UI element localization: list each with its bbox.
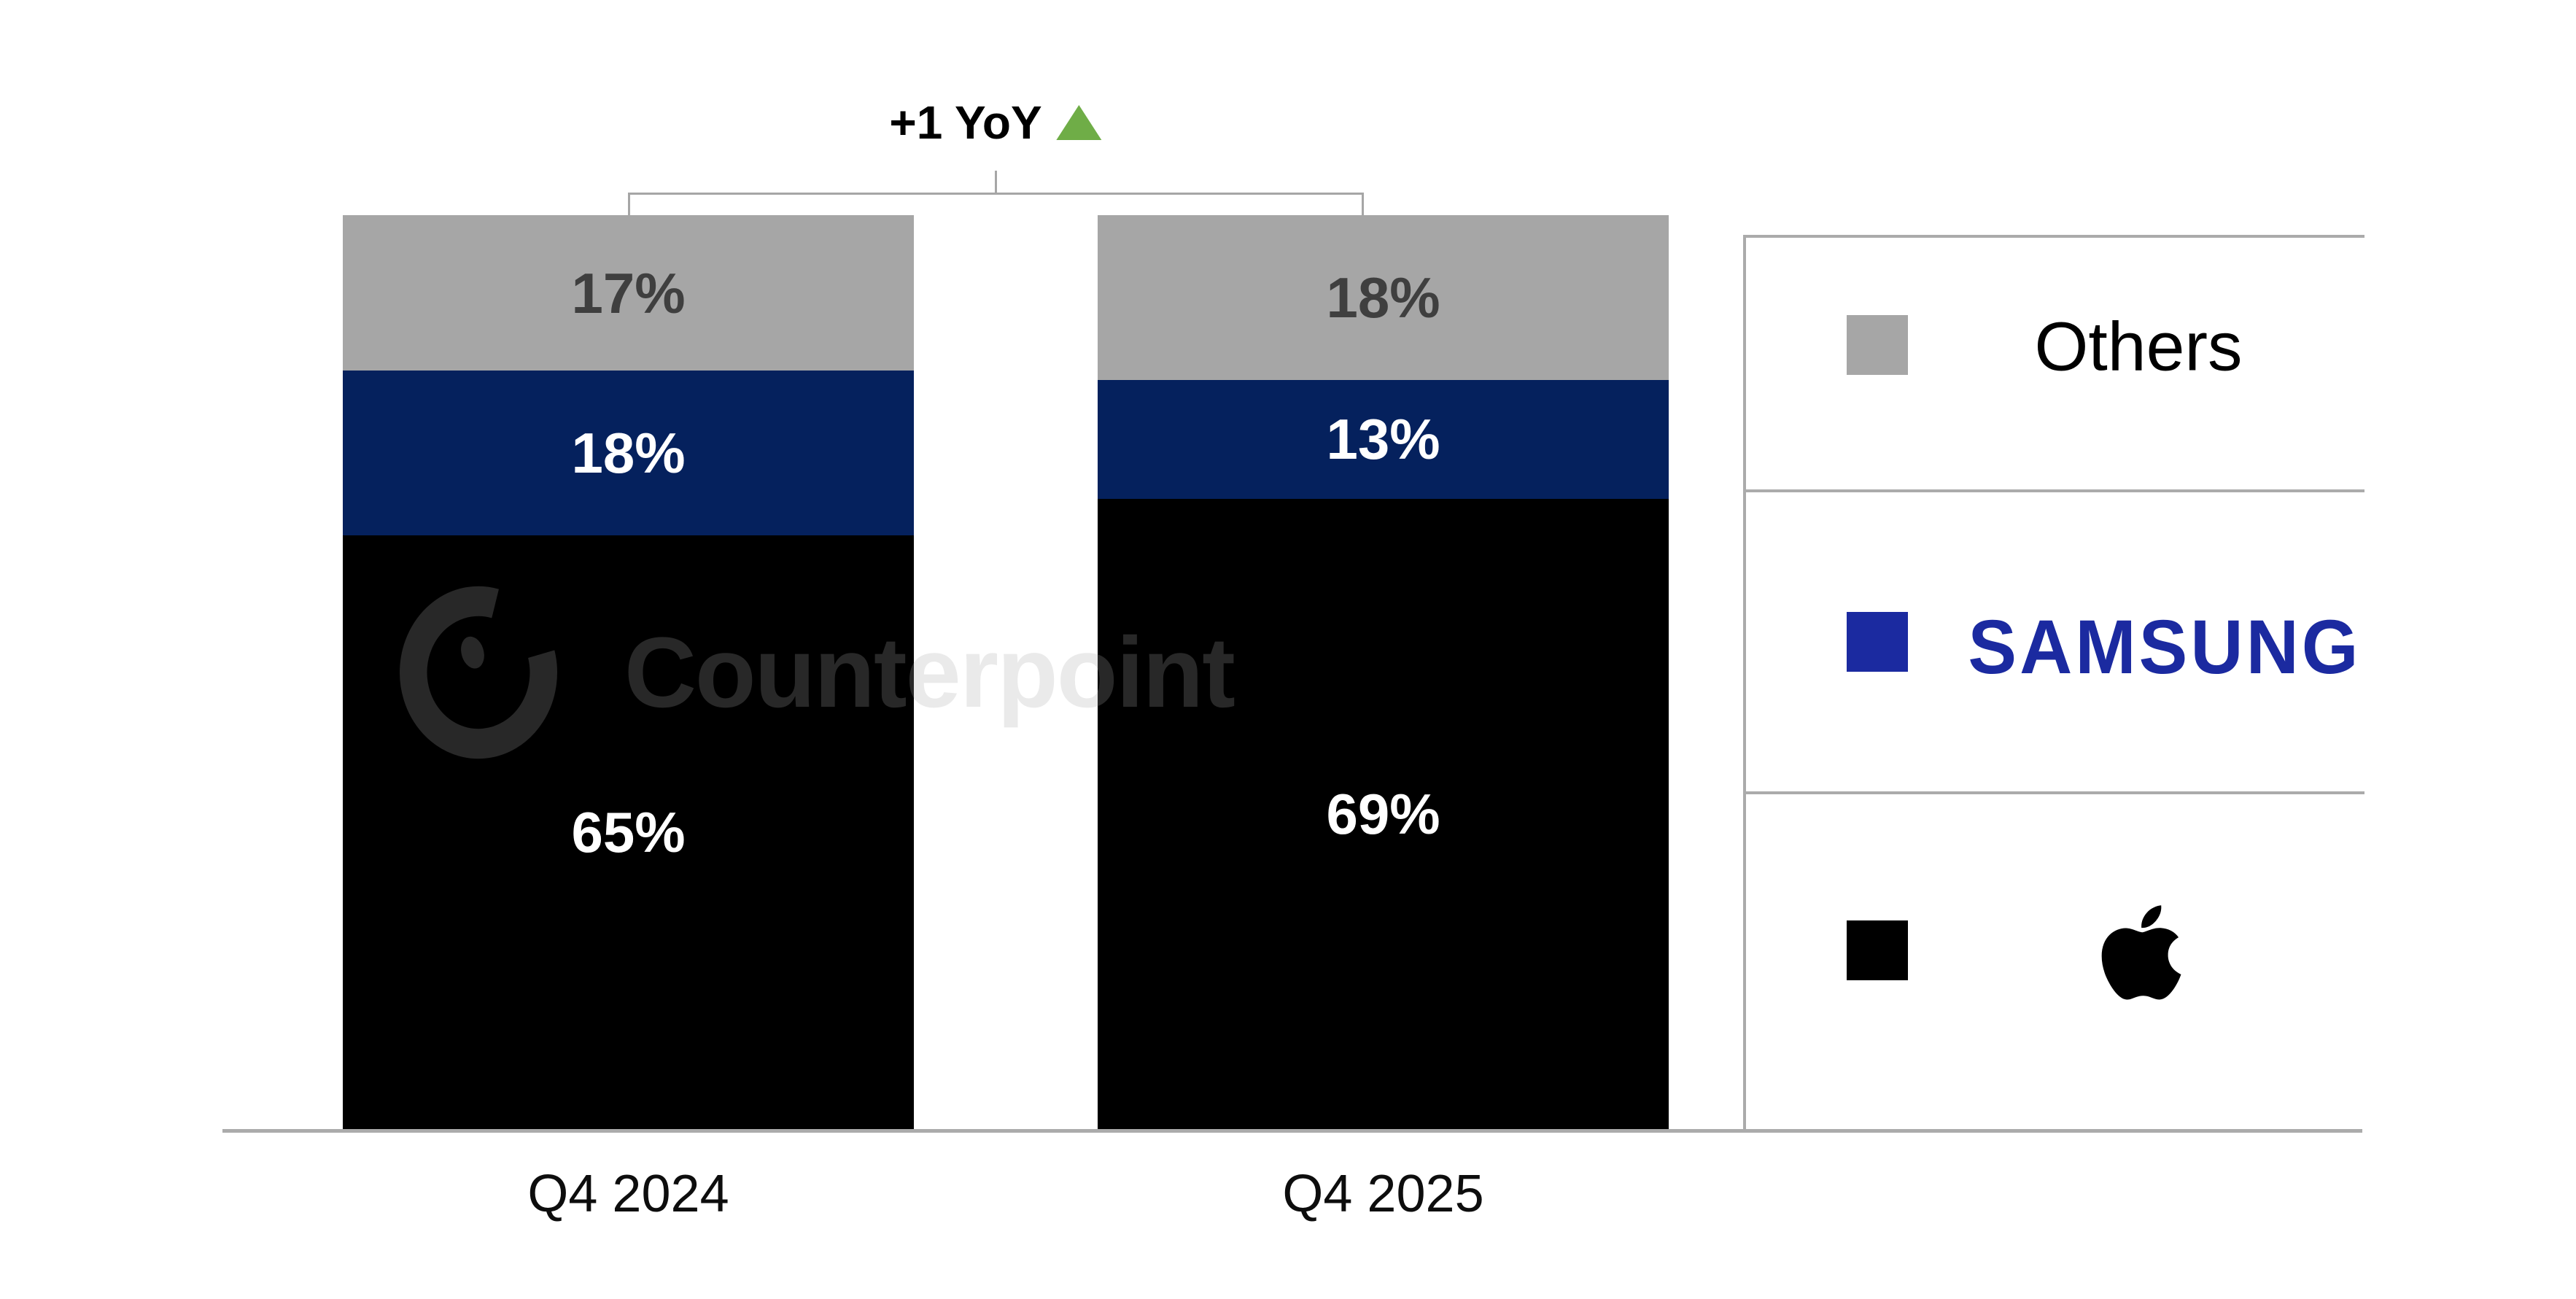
yoy-annotation: +1 YoY (889, 96, 1102, 150)
legend-left-border (1743, 235, 1746, 1130)
bar-segment-samsung: 13% (1098, 379, 1669, 499)
bar-segment-others: 18% (1098, 215, 1669, 380)
samsung-wordmark: SAMSUNG (1968, 604, 2362, 691)
segment-value-label: 69% (1326, 782, 1440, 847)
legend-divider-2 (1743, 791, 2364, 794)
yoy-label: +1 YoY (889, 96, 1042, 149)
bracket-right-leg (1362, 193, 1364, 215)
legend-swatch-samsung (1847, 612, 1908, 672)
x-axis-label: Q4 2025 (1282, 1165, 1484, 1223)
legend-top-border (1743, 235, 2364, 238)
legend-swatch-others (1847, 315, 1908, 375)
up-triangle-icon (1056, 105, 1102, 140)
legend-swatch-apple (1847, 920, 1908, 980)
bar-segment-samsung: 18% (343, 371, 914, 535)
bracket-left-leg (628, 193, 630, 215)
bar-segment-apple: 65% (343, 535, 914, 1130)
stacked-bar-q4-2025: 18% 13% 69% (1098, 215, 1669, 1130)
x-axis-label: Q4 2024 (527, 1165, 729, 1223)
legend-label-others: Others (2034, 308, 2243, 386)
segment-value-label: 17% (571, 260, 686, 325)
apple-logo-icon (2098, 899, 2185, 1010)
bar-segment-apple: 69% (1098, 498, 1669, 1130)
bracket-stub (995, 171, 997, 194)
x-axis-line (222, 1129, 2362, 1133)
segment-value-label: 65% (571, 800, 686, 865)
segment-value-label: 13% (1326, 407, 1440, 472)
legend-divider-1 (1743, 489, 2364, 492)
segment-value-label: 18% (1326, 265, 1440, 330)
bracket-horizontal (628, 193, 1364, 195)
bar-segment-others: 17% (343, 215, 914, 371)
segment-value-label: 18% (571, 421, 686, 486)
stacked-bar-q4-2024: 17% 18% 65% (343, 215, 914, 1130)
